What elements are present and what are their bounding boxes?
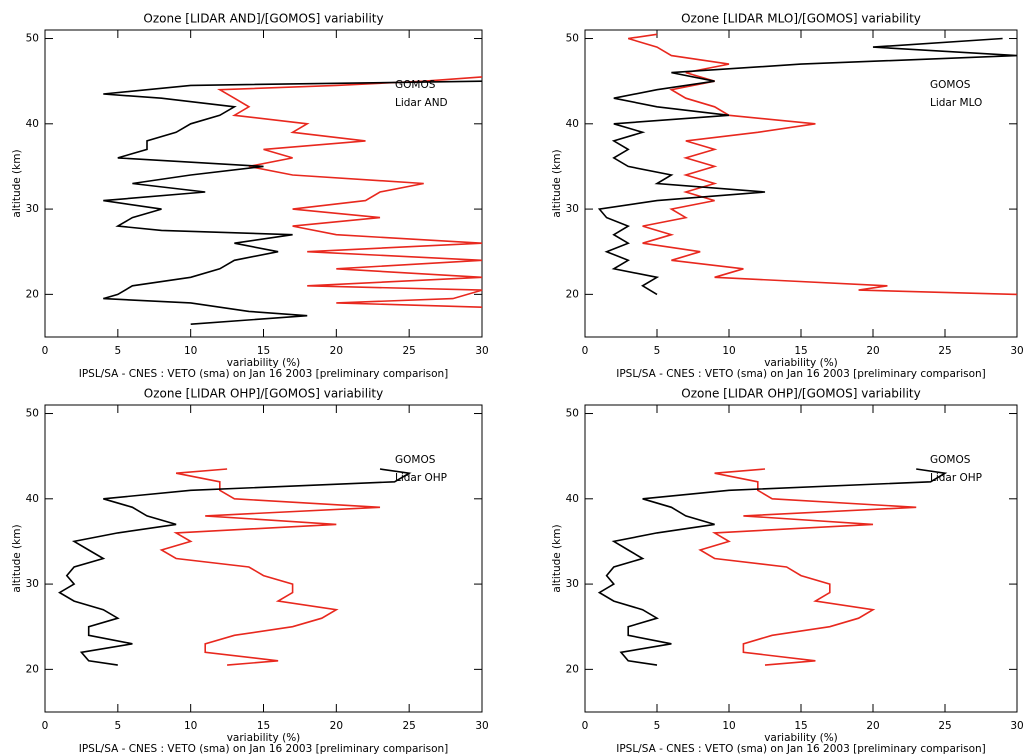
y-tick-label: 50	[26, 33, 39, 45]
y-axis-label: altitude (km)	[11, 524, 23, 592]
data-line	[597, 468, 948, 666]
x-tick-label: 15	[794, 720, 807, 732]
x-tick-label: 15	[794, 345, 807, 357]
y-axis-label: altitude (km)	[551, 149, 563, 217]
y-tick-label: 20	[26, 663, 39, 675]
footnote: IPSL/SA - CNES : VETO (sma) on Jan 16 20…	[79, 368, 449, 380]
chart-title: Ozone [LIDAR OHP]/[GOMOS] variability	[144, 387, 383, 401]
x-axis-label: variability (%)	[764, 357, 838, 369]
y-tick-label: 40	[566, 118, 579, 130]
y-tick-label: 40	[566, 493, 579, 505]
x-tick-label: 30	[1010, 345, 1023, 357]
x-tick-label: 10	[722, 345, 735, 357]
plot-frame	[584, 404, 1018, 713]
x-axis-label: variability (%)	[227, 357, 301, 369]
data-line	[698, 468, 917, 666]
legend-label: Lidar OHP	[395, 472, 447, 484]
y-tick-label: 50	[26, 408, 39, 420]
x-tick-label: 5	[114, 720, 121, 732]
legend-label: Lidar MLO	[930, 97, 982, 109]
x-tick-label: 20	[330, 720, 343, 732]
data-line	[103, 80, 483, 325]
y-axis-label: altitude (km)	[11, 149, 23, 217]
legend-label: Lidar AND	[395, 97, 448, 109]
x-tick-label: 25	[938, 720, 951, 732]
x-axis-label: variability (%)	[227, 732, 301, 744]
chart-title: Ozone [LIDAR MLO]/[GOMOS] variability	[681, 12, 921, 26]
legend-label: GOMOS	[930, 79, 971, 91]
y-tick-label: 20	[566, 288, 579, 300]
x-tick-label: 30	[1010, 720, 1023, 732]
y-tick-label: 30	[566, 203, 579, 215]
x-tick-label: 20	[866, 345, 879, 357]
x-tick-label: 20	[866, 720, 879, 732]
y-axis-label: altitude (km)	[551, 524, 563, 592]
x-tick-label: 0	[582, 345, 589, 357]
x-tick-label: 25	[402, 720, 415, 732]
y-tick-label: 20	[566, 663, 579, 675]
y-tick-label: 30	[26, 578, 39, 590]
data-line	[597, 37, 1018, 296]
x-tick-label: 25	[938, 345, 951, 357]
x-tick-label: 30	[475, 345, 488, 357]
footnote: IPSL/SA - CNES : VETO (sma) on Jan 16 20…	[616, 368, 986, 380]
y-tick-label: 30	[566, 578, 579, 590]
y-tick-label: 50	[566, 408, 579, 420]
chart-title: Ozone [LIDAR AND]/[GOMOS] variability	[143, 12, 383, 26]
footnote: IPSL/SA - CNES : VETO (sma) on Jan 16 20…	[616, 743, 986, 755]
y-tick-label: 40	[26, 493, 39, 505]
x-tick-label: 10	[184, 345, 197, 357]
x-tick-label: 0	[582, 720, 589, 732]
y-tick-label: 40	[26, 118, 39, 130]
x-tick-label: 0	[42, 720, 49, 732]
x-axis-label: variability (%)	[764, 732, 838, 744]
legend-label: GOMOS	[395, 454, 436, 466]
data-line	[58, 468, 412, 666]
x-tick-label: 5	[654, 720, 661, 732]
x-tick-label: 10	[184, 720, 197, 732]
footnote: IPSL/SA - CNES : VETO (sma) on Jan 16 20…	[79, 743, 449, 755]
x-tick-label: 5	[114, 345, 121, 357]
legend-label: Lidar OHP	[930, 472, 982, 484]
x-tick-label: 0	[42, 345, 49, 357]
x-tick-label: 5	[654, 345, 661, 357]
legend-label: GOMOS	[395, 79, 436, 91]
data-line	[159, 468, 381, 666]
x-tick-label: 10	[722, 720, 735, 732]
data-line	[217, 76, 483, 308]
x-tick-label: 15	[257, 345, 270, 357]
plot-frame	[44, 404, 483, 713]
x-tick-label: 20	[330, 345, 343, 357]
y-tick-label: 20	[26, 288, 39, 300]
x-tick-label: 30	[475, 720, 488, 732]
chart-title: Ozone [LIDAR OHP]/[GOMOS] variability	[681, 387, 920, 401]
data-line	[627, 33, 1018, 296]
legend-label: GOMOS	[930, 454, 971, 466]
x-tick-label: 25	[402, 345, 415, 357]
y-tick-label: 30	[26, 203, 39, 215]
x-tick-label: 15	[257, 720, 270, 732]
y-tick-label: 50	[566, 33, 579, 45]
